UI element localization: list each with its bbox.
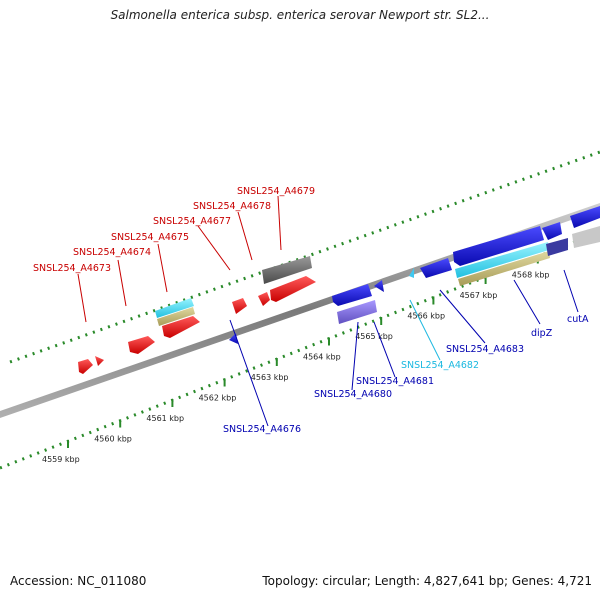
gene-feature[interactable] (453, 226, 544, 266)
gene-label-a4681[interactable]: SNSL254_A4681 (356, 376, 434, 387)
gene-feature[interactable] (542, 222, 562, 240)
gene-feature[interactable] (332, 284, 372, 306)
kbp-label: 4560 kbp (94, 435, 132, 444)
upper-tick-track (9, 150, 600, 364)
gene-labels: SNSL254_A4673 SNSL254_A4674 SNSL254_A467… (33, 186, 589, 435)
gene-label-a4678[interactable]: SNSL254_A4678 (193, 201, 271, 212)
gene-label-a4674[interactable]: SNSL254_A4674 (73, 247, 151, 258)
gene-feature[interactable] (409, 268, 414, 278)
highlight-feature[interactable] (455, 242, 549, 278)
gene-label-dipz[interactable]: dipZ (531, 328, 553, 339)
gene-feature[interactable] (128, 336, 155, 354)
gene-label-a4675[interactable]: SNSL254_A4675 (111, 232, 189, 243)
kbp-label: 4562 kbp (199, 394, 237, 403)
gene-feature[interactable] (262, 256, 312, 284)
genome-backbone (0, 203, 600, 418)
gene-label-a4683[interactable]: SNSL254_A4683 (446, 344, 524, 355)
reverse-genes (229, 206, 600, 344)
gene-feature[interactable] (78, 359, 93, 374)
gene-feature[interactable] (162, 316, 200, 338)
gene-feature[interactable] (570, 206, 600, 228)
gene-feature[interactable] (374, 280, 384, 292)
highlight-feature[interactable] (155, 298, 194, 318)
gene-feature[interactable] (546, 238, 568, 256)
highlight-feature[interactable] (157, 307, 195, 326)
organism-title: Salmonella enterica subsp. enterica sero… (110, 8, 490, 22)
forward-genes (78, 242, 550, 374)
kbp-label: 4561 kbp (146, 414, 184, 423)
kbp-label: 4559 kbp (42, 455, 80, 464)
gene-label-a4682[interactable]: SNSL254_A4682 (401, 360, 479, 371)
gene-feature[interactable] (258, 292, 270, 306)
kbp-label: 4568 kbp (512, 271, 550, 280)
kbp-label: 4566 kbp (407, 312, 445, 321)
genome-summary: Topology: circular; Length: 4,827,641 bp… (262, 574, 592, 588)
gene-label-a4680[interactable]: SNSL254_A4680 (314, 389, 392, 400)
gene-feature[interactable] (572, 226, 600, 248)
highlight-feature[interactable] (458, 251, 550, 286)
gene-label-a4677[interactable]: SNSL254_A4677 (153, 216, 231, 227)
gene-label-cuta[interactable]: cutA (567, 314, 589, 325)
gene-feature[interactable] (337, 300, 377, 324)
gene-feature[interactable] (95, 356, 104, 366)
kbp-scale: 4559 kbp 4560 kbp 4561 kbp 4562 kbp 4563 kbp… (42, 271, 550, 465)
gene-label-a4673[interactable]: SNSL254_A4673 (33, 263, 111, 274)
kbp-label: 4567 kbp (460, 291, 498, 300)
kbp-label: 4564 kbp (303, 353, 341, 362)
gene-label-a4679[interactable]: SNSL254_A4679 (237, 186, 315, 197)
kbp-label: 4565 kbp (355, 332, 393, 341)
accession-label: Accession: NC_011080 (10, 574, 147, 588)
label-leaders (77, 195, 579, 427)
gene-feature[interactable] (270, 276, 316, 302)
gene-label-a4676[interactable]: SNSL254_A4676 (223, 424, 301, 435)
gene-feature[interactable] (232, 298, 247, 314)
gene-feature[interactable] (420, 258, 452, 278)
kbp-label: 4563 kbp (251, 373, 289, 382)
